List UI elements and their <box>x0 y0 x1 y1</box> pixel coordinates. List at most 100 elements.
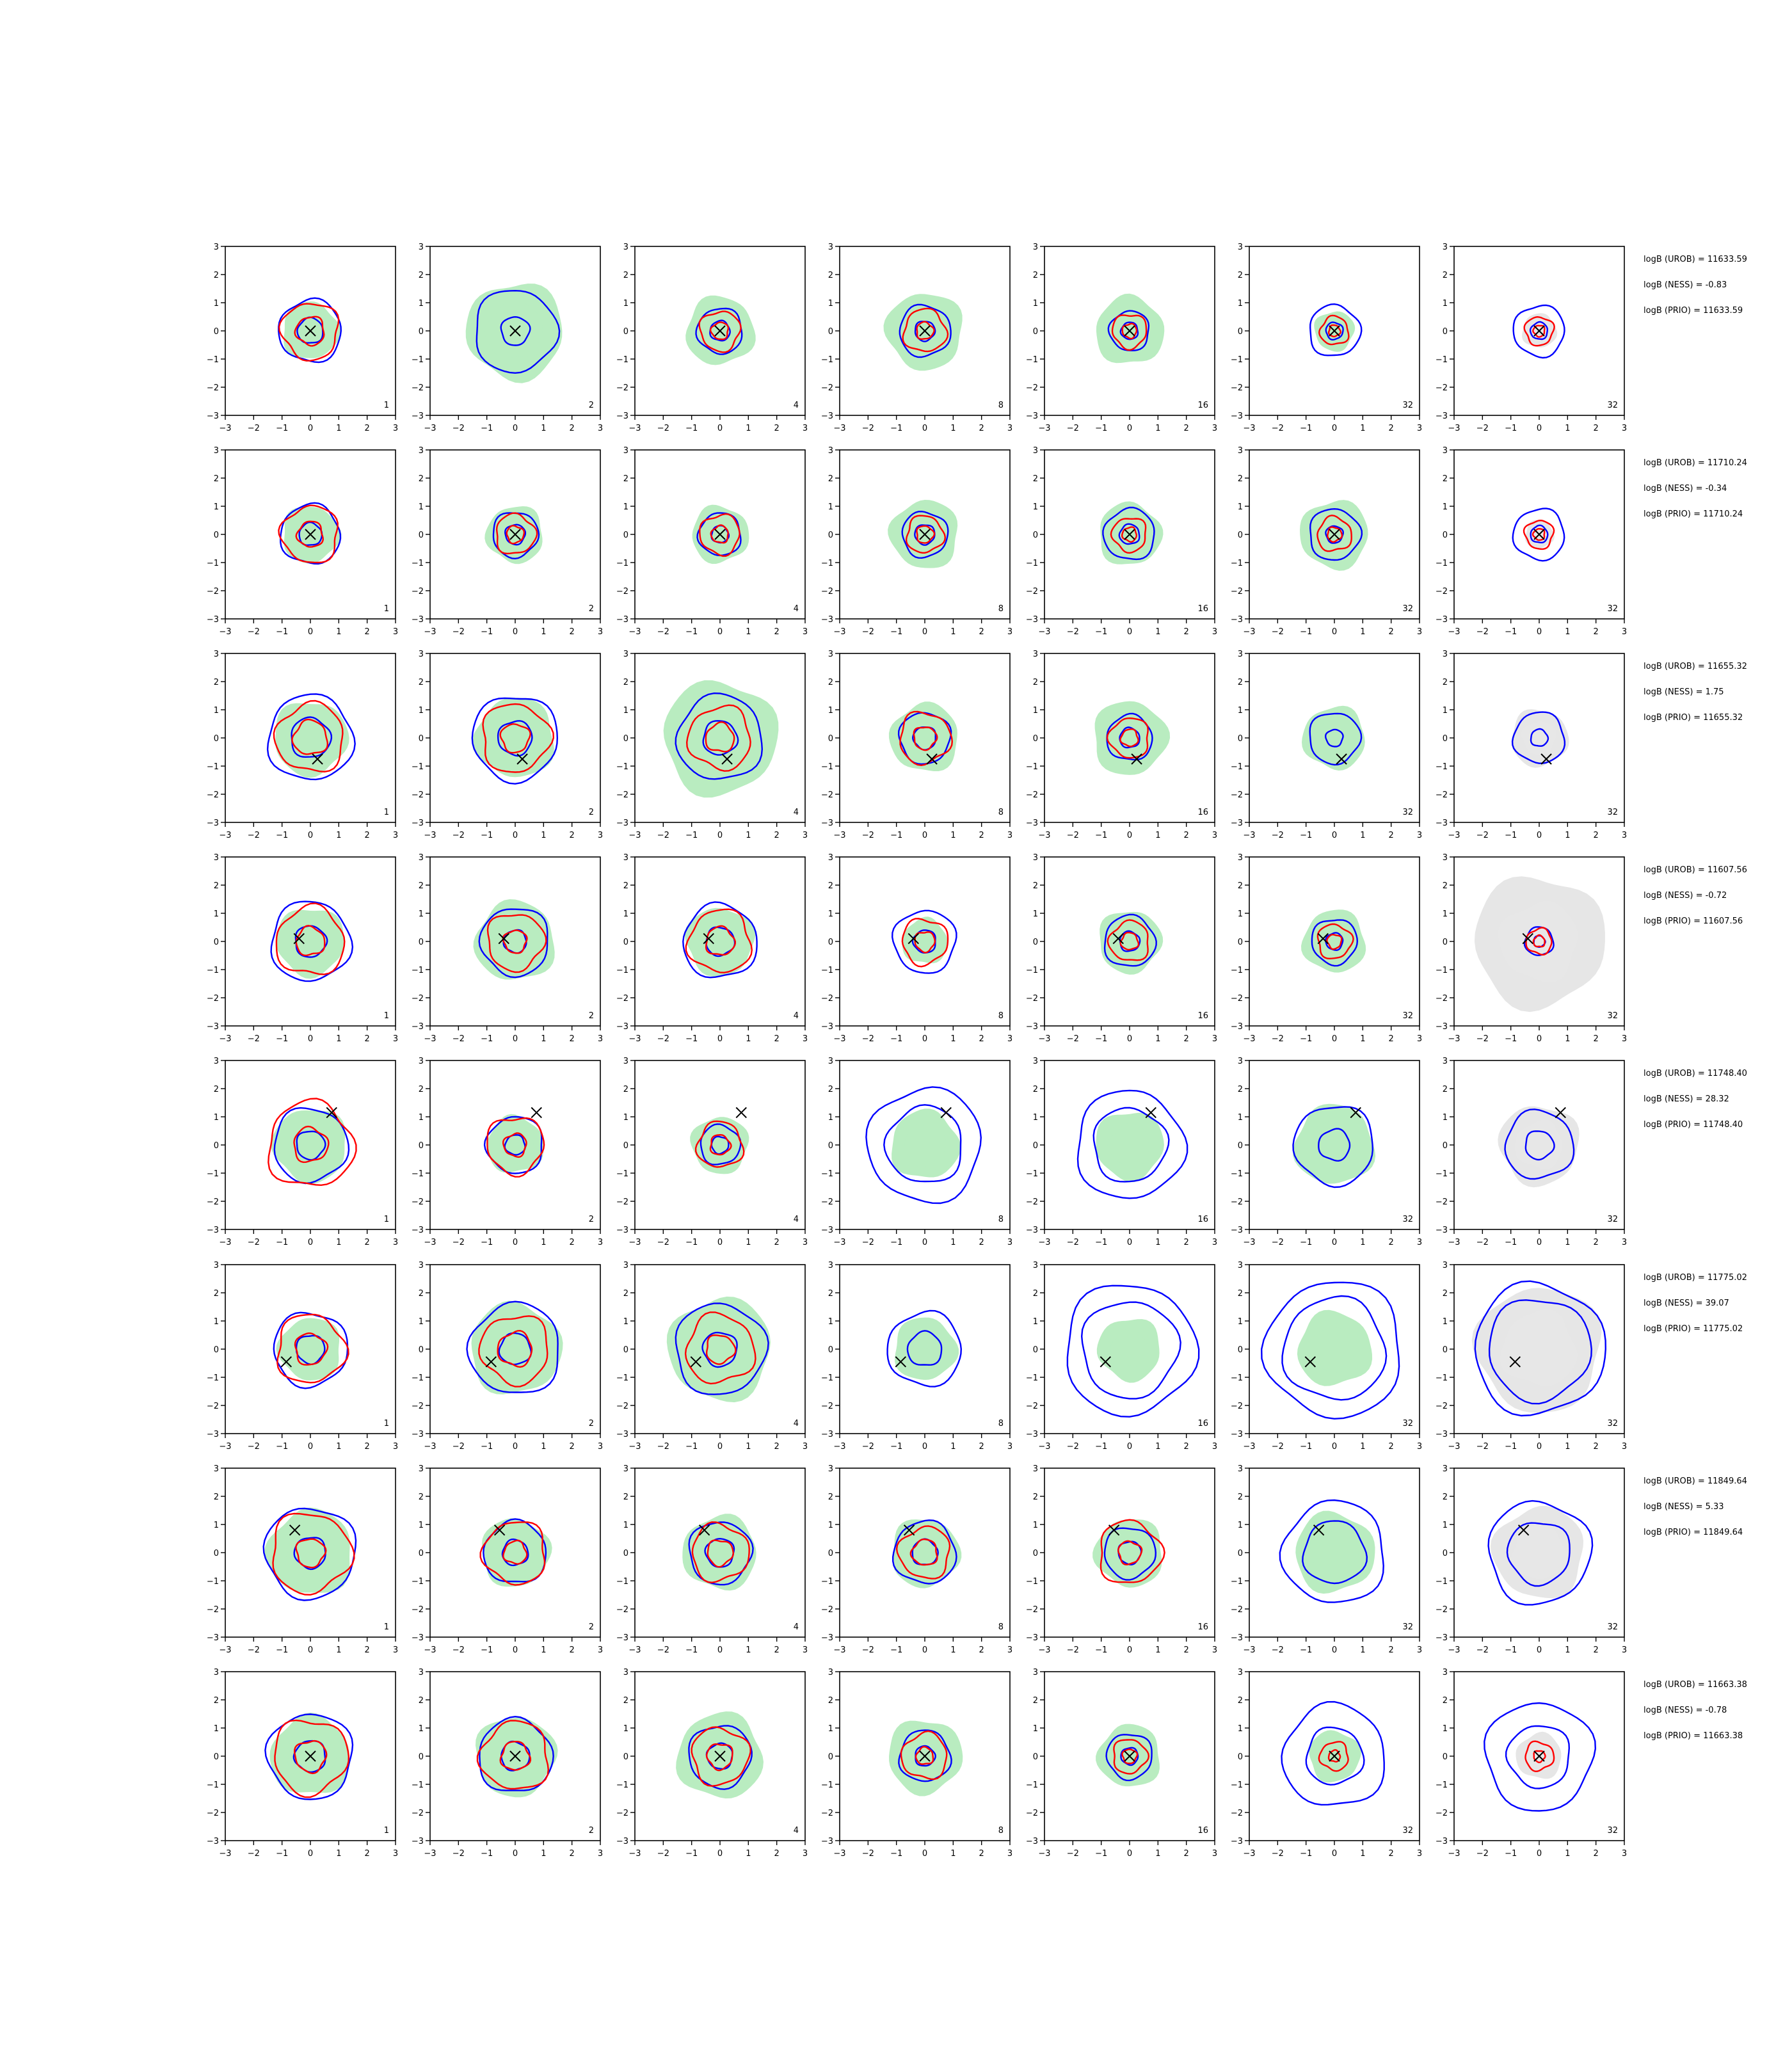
truth-marker <box>531 1107 542 1119</box>
y-tick-label: −3 <box>616 1837 628 1846</box>
x-tick-label: −3 <box>219 1442 231 1452</box>
x-tick-label: 2 <box>1184 1034 1189 1044</box>
x-tick-label: −3 <box>833 1645 845 1655</box>
y-tick-label: −1 <box>821 966 833 975</box>
x-tick-label: −2 <box>862 1034 874 1044</box>
y-tick-label: 2 <box>828 678 833 687</box>
x-tick-label: 1 <box>541 627 546 637</box>
y-tick-label: 2 <box>1443 1696 1448 1706</box>
x-tick-label: 2 <box>979 1034 984 1044</box>
x-tick-label: −1 <box>276 627 288 637</box>
x-tick-label: −2 <box>1067 627 1079 637</box>
x-tick-label: −3 <box>219 1034 231 1044</box>
x-tick-label: −2 <box>657 627 669 637</box>
y-tick-label: −3 <box>1026 819 1038 828</box>
y-tick-label: −1 <box>207 1780 219 1790</box>
x-tick-label: 0 <box>717 1645 723 1655</box>
x-tick-label: −1 <box>1095 1442 1107 1452</box>
y-tick-label: −2 <box>1436 1197 1448 1207</box>
y-tick-label: 2 <box>214 1289 219 1299</box>
y-tick-label: 0 <box>1238 1141 1243 1151</box>
y-tick-label: −1 <box>412 559 424 568</box>
y-tick-label: 1 <box>214 909 219 919</box>
x-tick-label: 3 <box>393 831 398 840</box>
y-tick-label: −2 <box>412 1402 424 1411</box>
y-tick-label: −1 <box>1436 1577 1448 1587</box>
x-tick-label: −2 <box>1272 627 1284 637</box>
x-tick-label: −3 <box>833 1849 845 1859</box>
x-tick-label: 1 <box>1360 831 1365 840</box>
y-tick-label: −3 <box>1026 1430 1038 1439</box>
x-tick-label: −2 <box>452 1645 465 1655</box>
x-tick-label: −2 <box>248 1034 260 1044</box>
panel-label: 4 <box>794 1215 799 1224</box>
x-tick-label: −2 <box>1272 1849 1284 1859</box>
panel-r1-c1: −3 −2 −1 0 1 2 3 3 2 1 0 −1 −2 −3 1 <box>207 243 398 433</box>
blue-contour <box>1066 1284 1200 1418</box>
x-tick-label: −1 <box>685 424 698 433</box>
red-contour <box>1327 324 1342 338</box>
red-contour <box>1119 728 1139 748</box>
y-tick-label: 1 <box>828 1113 833 1123</box>
y-tick-label: 0 <box>1238 1752 1243 1762</box>
x-tick-label: −3 <box>833 1442 845 1452</box>
y-tick-label: −3 <box>821 615 833 625</box>
y-tick-label: −2 <box>412 790 424 800</box>
red-contour <box>1121 1748 1139 1764</box>
x-tick-label: −2 <box>452 1849 465 1859</box>
x-tick-label: −1 <box>276 1442 288 1452</box>
x-tick-label: 1 <box>336 1645 341 1655</box>
x-tick-label: 0 <box>308 1849 313 1859</box>
density-fill-inner <box>285 1526 339 1578</box>
x-tick-label: −1 <box>890 627 902 637</box>
red-contour <box>1318 314 1350 346</box>
x-tick-label: −1 <box>1095 1238 1107 1247</box>
x-tick-label: 3 <box>1007 1442 1012 1452</box>
blue-contour <box>1076 1089 1188 1199</box>
red-contour <box>1523 316 1555 347</box>
y-tick-label: −2 <box>207 790 219 800</box>
y-tick-label: 2 <box>828 1492 833 1502</box>
x-tick-label: −1 <box>481 1645 493 1655</box>
panel-r3-c4: −3 −2 −1 0 1 2 3 3 2 1 0 −1 −2 −3 8 <box>821 650 1012 840</box>
blue-contour <box>504 524 527 546</box>
y-tick-label: 1 <box>623 1113 628 1123</box>
x-tick-label: −3 <box>219 1238 231 1247</box>
y-tick-label: 0 <box>828 1141 833 1151</box>
x-tick-label: −3 <box>1243 1442 1255 1452</box>
x-tick-label: −3 <box>424 1849 436 1859</box>
x-tick-label: −1 <box>481 424 493 433</box>
panel-r4-c1: −3 −2 −1 0 1 2 3 3 2 1 0 −1 −2 −3 1 <box>207 853 398 1044</box>
y-tick-label: −3 <box>616 1633 628 1643</box>
y-tick-label: −3 <box>412 1430 424 1439</box>
y-tick-label: −2 <box>1026 1605 1038 1615</box>
panel-r6-c5: −3 −2 −1 0 1 2 3 3 2 1 0 −1 −2 −3 16 <box>1026 1261 1217 1452</box>
x-tick-label: 0 <box>922 1849 927 1859</box>
red-contour <box>1117 1540 1143 1565</box>
y-tick-label: 3 <box>623 1668 628 1677</box>
y-tick-label: −1 <box>207 1577 219 1587</box>
x-tick-label: −3 <box>1243 1238 1255 1247</box>
y-tick-label: 3 <box>1238 853 1243 863</box>
x-tick-label: −2 <box>1272 831 1284 840</box>
y-tick-label: 1 <box>623 502 628 512</box>
y-tick-label: 0 <box>419 1141 424 1151</box>
blue-contour <box>892 1519 957 1585</box>
y-tick-label: −3 <box>1026 1226 1038 1235</box>
panel-label: 1 <box>384 1011 389 1021</box>
density-fill-inner <box>904 1124 946 1168</box>
x-tick-label: 3 <box>803 627 808 637</box>
y-tick-label: 3 <box>1443 1464 1448 1474</box>
x-tick-label: 3 <box>393 424 398 433</box>
x-tick-label: −3 <box>1038 1645 1050 1655</box>
x-tick-label: 0 <box>513 1238 518 1247</box>
x-tick-label: 0 <box>1332 627 1337 637</box>
x-tick-label: 0 <box>513 424 518 433</box>
y-tick-label: 2 <box>419 271 424 280</box>
y-tick-label: 3 <box>419 1261 424 1270</box>
x-tick-label: −3 <box>424 1034 436 1044</box>
truth-marker <box>280 1356 292 1368</box>
